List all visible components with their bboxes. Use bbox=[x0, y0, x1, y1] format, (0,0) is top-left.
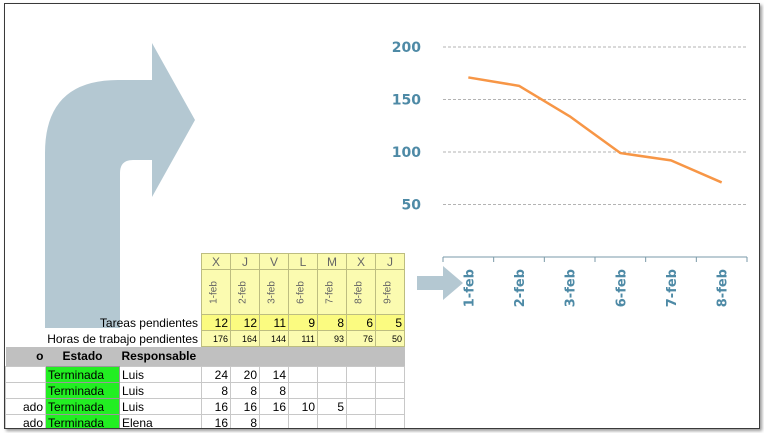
hours-cell bbox=[259, 414, 289, 428]
y-axis-ticks: 50 100 150 200 bbox=[392, 40, 421, 214]
status-badge: Terminada bbox=[45, 366, 120, 383]
responsable-cell: Luis bbox=[119, 382, 202, 399]
sheet-cell: V bbox=[259, 253, 289, 270]
sheet-cell: 12 bbox=[230, 314, 260, 331]
sheet-cell: M bbox=[317, 253, 347, 270]
sheet-cell: L bbox=[288, 253, 318, 270]
series-line-path bbox=[468, 76, 723, 184]
x-tick-label: 1-feb bbox=[462, 269, 477, 307]
hours-cell: 16 bbox=[201, 414, 231, 428]
sheet-cell: X bbox=[346, 253, 376, 270]
hours-cell bbox=[375, 366, 405, 383]
y-tick-label: 150 bbox=[392, 93, 421, 109]
y-tick-label: 50 bbox=[402, 198, 422, 214]
col-responsable-header: Responsable bbox=[121, 349, 197, 364]
hours-cell bbox=[375, 382, 405, 399]
sheet-cell: 164 bbox=[230, 330, 260, 347]
hours-cell: 16 bbox=[230, 398, 260, 415]
header-row: o Estado Responsable bbox=[5, 346, 405, 367]
sheet-cell: 93 bbox=[317, 330, 347, 347]
sheet-cell: 9 bbox=[288, 314, 318, 331]
sheet-cell: 11 bbox=[259, 314, 289, 331]
hours-cell bbox=[346, 366, 376, 383]
hours-cell bbox=[346, 414, 376, 428]
gridlines bbox=[443, 46, 747, 205]
x-tick-label: 7-feb bbox=[665, 269, 680, 307]
hours-cell: 8 bbox=[230, 382, 260, 399]
status-badge: Terminada bbox=[45, 382, 120, 399]
responsable-cell: Luis bbox=[119, 366, 202, 383]
hours-cell: 24 bbox=[201, 366, 231, 383]
horas-row: Horas de trabajo pendientes 176 164 144 111… bbox=[6, 330, 405, 347]
hours-cell bbox=[288, 414, 318, 428]
sheet-cell: 76 bbox=[346, 330, 376, 347]
responsable-cell: Elena bbox=[119, 414, 202, 428]
hours-cell bbox=[346, 382, 376, 399]
sheet-cell: J bbox=[375, 253, 405, 270]
x-tick-label: 6-feb bbox=[614, 269, 629, 307]
hours-cell: 8 bbox=[259, 382, 289, 399]
hours-cell bbox=[317, 366, 347, 383]
sheet-cell: 7-feb bbox=[317, 269, 347, 315]
sheet-cell: J bbox=[230, 253, 260, 270]
right-arrow-icon bbox=[417, 266, 463, 300]
series-line bbox=[468, 76, 723, 184]
hours-cell: 10 bbox=[288, 398, 318, 415]
sheet-cell: 50 bbox=[375, 330, 405, 347]
x-tick-label: 8-feb bbox=[716, 269, 731, 307]
sheet-cell: 6 bbox=[346, 314, 376, 331]
responsable-cell: Luis bbox=[119, 398, 202, 415]
sheet-cell: 8 bbox=[317, 314, 347, 331]
table-row: ado Terminada Luis 16 16 16 10 5 bbox=[5, 398, 405, 415]
hours-cell: 8 bbox=[201, 382, 231, 399]
sheet-cell: 144 bbox=[259, 330, 289, 347]
hours-cell: 14 bbox=[259, 366, 289, 383]
horas-label: Horas de trabajo pendientes bbox=[47, 331, 198, 346]
hours-cell: 16 bbox=[259, 398, 289, 415]
hours-cell bbox=[375, 414, 405, 428]
hours-cell bbox=[317, 382, 347, 399]
dates-row: 1-feb 2-feb 3-feb 6-feb 7-feb 8-feb 9-feb bbox=[6, 269, 405, 315]
hours-cell: 20 bbox=[230, 366, 260, 383]
table-row: ado Terminada Elena 16 8 bbox=[5, 414, 405, 428]
sheet-cell: 3-feb bbox=[259, 269, 289, 315]
sheet-cell: 6-feb bbox=[288, 269, 318, 315]
hours-cell bbox=[288, 382, 318, 399]
x-axis-ticks: 1-feb 2-feb 3-feb 6-feb 7-feb 8-feb bbox=[462, 269, 730, 307]
y-tick-label: 200 bbox=[392, 40, 421, 56]
sheet-cell: 2-feb bbox=[230, 269, 260, 315]
hours-cell bbox=[375, 398, 405, 415]
tareas-row: Tareas pendientes 12 12 11 9 8 6 5 bbox=[6, 314, 405, 331]
hours-cell bbox=[346, 398, 376, 415]
curved-arrow-icon bbox=[45, 43, 195, 328]
x-tick-label: 2-feb bbox=[513, 269, 528, 307]
x-axis bbox=[442, 256, 748, 262]
hours-cell bbox=[317, 414, 347, 428]
col-partial-header: o bbox=[36, 349, 44, 364]
table-row: Terminada Luis 24 20 14 bbox=[5, 366, 405, 383]
status-badge: Terminada bbox=[45, 414, 120, 428]
y-tick-label: 100 bbox=[392, 145, 421, 161]
sheet-cell: 1-feb bbox=[201, 269, 231, 315]
table-row: Terminada Luis 8 8 8 bbox=[5, 382, 405, 399]
sheet-cell: 9-feb bbox=[375, 269, 405, 315]
hours-cell: 8 bbox=[230, 414, 260, 428]
line-chart: 50 100 150 200 1-feb 2-feb 3-feb 6-feb 7-feb 8-f… bbox=[392, 40, 748, 307]
sheet-cell: 176 bbox=[201, 330, 231, 347]
col-estado-header: Estado bbox=[62, 349, 103, 364]
sheet-cell: 5 bbox=[375, 314, 405, 331]
hours-cell bbox=[288, 366, 318, 383]
hours-cell: 16 bbox=[201, 398, 231, 415]
sheet-cell: 111 bbox=[288, 330, 318, 347]
sheet-cell: 12 bbox=[201, 314, 231, 331]
hours-cell: 5 bbox=[317, 398, 347, 415]
x-tick-label: 3-feb bbox=[564, 269, 579, 307]
sheet-cell: 8-feb bbox=[346, 269, 376, 315]
sheet-cell: X bbox=[201, 253, 231, 270]
tareas-label: Tareas pendientes bbox=[99, 315, 198, 330]
slide-frame: 50 100 150 200 1-feb 2-feb 3-feb 6-feb 7-feb 8-f… bbox=[4, 3, 760, 429]
status-badge: Terminada bbox=[45, 398, 120, 415]
